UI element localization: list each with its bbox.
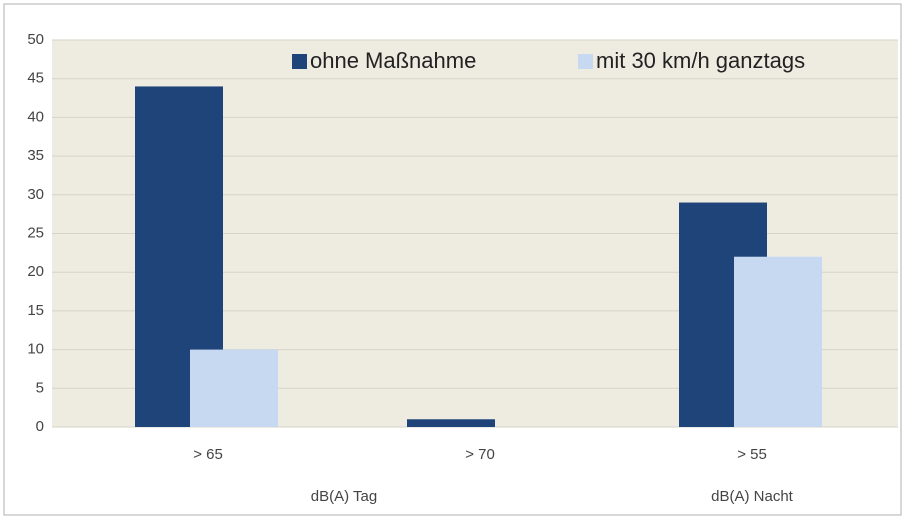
- legend-label: mit 30 km/h ganztags: [596, 48, 805, 73]
- y-tick-label: 0: [36, 418, 44, 435]
- legend-swatch: [292, 54, 307, 69]
- legend-label: ohne Maßnahme: [310, 48, 476, 73]
- y-tick-label: 20: [27, 263, 44, 280]
- y-tick-label: 25: [27, 224, 44, 241]
- legend-swatch: [578, 54, 593, 69]
- y-tick-label: 40: [27, 108, 44, 125]
- y-tick-label: 10: [27, 341, 44, 358]
- y-tick-label: 30: [27, 186, 44, 203]
- bar: [734, 256, 822, 427]
- x-tick-label: > 65: [193, 446, 223, 463]
- bar: [190, 349, 278, 427]
- x-tick-label: > 55: [737, 446, 767, 463]
- y-tick-label: 15: [27, 302, 44, 319]
- x-tick-label: > 70: [465, 446, 495, 463]
- y-tick-label: 35: [27, 147, 44, 164]
- x-group-label: dB(A) Nacht: [711, 488, 794, 505]
- x-group-label: dB(A) Tag: [311, 488, 377, 505]
- y-tick-label: 50: [27, 31, 44, 48]
- bar: [407, 419, 495, 427]
- y-tick-label: 45: [27, 70, 44, 87]
- y-tick-label: 5: [36, 379, 44, 396]
